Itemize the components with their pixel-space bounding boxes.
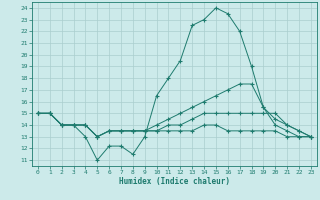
X-axis label: Humidex (Indice chaleur): Humidex (Indice chaleur) bbox=[119, 177, 230, 186]
